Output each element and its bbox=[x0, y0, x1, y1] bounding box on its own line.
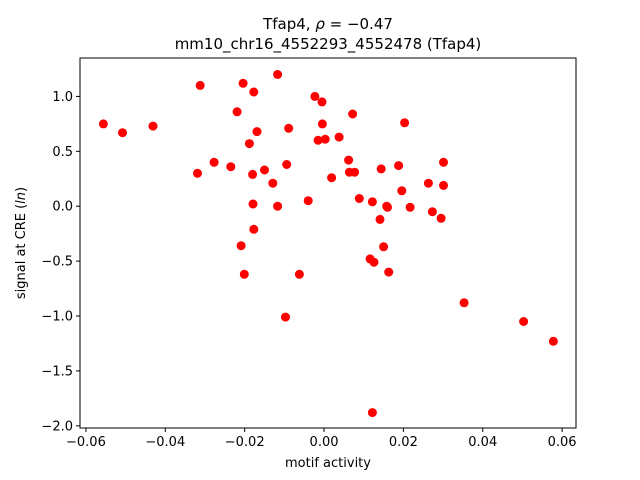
data-point-44 bbox=[383, 202, 392, 212]
x-tick-label: 0.06 bbox=[548, 435, 577, 450]
data-point-32 bbox=[348, 109, 358, 119]
data-point-55 bbox=[436, 213, 446, 223]
chart-title-line1: Tfap4, ρ = −0.47 bbox=[262, 15, 393, 33]
y-tick-label: 0.0 bbox=[52, 200, 73, 215]
data-point-5 bbox=[209, 157, 219, 167]
x-axis-label: motif activity bbox=[285, 456, 371, 471]
data-point-18 bbox=[248, 199, 258, 209]
data-point-54 bbox=[427, 207, 437, 217]
x-tick-label: 0.02 bbox=[389, 435, 418, 450]
data-point-23 bbox=[303, 196, 313, 206]
data-point-22 bbox=[239, 269, 249, 279]
data-point-33 bbox=[344, 155, 354, 165]
data-point-29 bbox=[313, 135, 323, 145]
data-point-6 bbox=[226, 162, 236, 172]
data-point-11 bbox=[244, 139, 254, 149]
y-axis-label: signal at CRE (ln) bbox=[14, 187, 29, 299]
x-tick-label: −0.04 bbox=[145, 435, 185, 450]
data-point-1 bbox=[118, 128, 127, 138]
data-point-59 bbox=[367, 408, 377, 418]
y-tick-label: −0.5 bbox=[41, 255, 73, 270]
data-point-9 bbox=[249, 87, 259, 97]
data-point-24 bbox=[294, 269, 304, 279]
x-tick-label: 0.04 bbox=[468, 435, 497, 450]
x-tick-label: −0.02 bbox=[225, 435, 265, 450]
y-label-prefix: signal at CRE ( bbox=[14, 204, 29, 299]
x-axis-ticks: −0.06 −0.04 −0.02 0.00 0.02 0.04 0.06 bbox=[66, 428, 577, 450]
data-point-38 bbox=[367, 197, 377, 207]
y-tick-label: −1.5 bbox=[41, 364, 73, 379]
data-point-42 bbox=[397, 186, 407, 196]
data-point-50 bbox=[384, 267, 394, 277]
data-point-41 bbox=[400, 118, 410, 128]
y-axis-ticks: −2.0 −1.5 −1.0 −0.5 0.0 0.5 1.0 bbox=[41, 90, 80, 434]
title-rho: ρ bbox=[315, 15, 325, 33]
chart-title-line2: mm10_chr16_4552293_4552478 (Tfap4) bbox=[175, 35, 482, 54]
data-point-16 bbox=[284, 123, 294, 133]
data-point-58 bbox=[548, 336, 558, 346]
data-point-57 bbox=[519, 317, 529, 326]
data-point-3 bbox=[195, 80, 205, 90]
data-point-12 bbox=[252, 127, 262, 137]
data-point-56 bbox=[459, 298, 469, 308]
data-point-52 bbox=[439, 157, 448, 167]
x-tick-label: −0.06 bbox=[66, 435, 106, 450]
data-point-39 bbox=[376, 164, 386, 174]
data-points bbox=[98, 70, 558, 418]
data-point-40 bbox=[394, 161, 404, 171]
data-point-27 bbox=[317, 97, 327, 107]
data-point-51 bbox=[423, 178, 433, 188]
data-point-46 bbox=[405, 202, 415, 212]
data-point-10 bbox=[273, 70, 283, 79]
data-point-28 bbox=[317, 119, 327, 129]
data-point-45 bbox=[375, 214, 385, 224]
data-point-21 bbox=[236, 241, 246, 251]
data-point-8 bbox=[238, 78, 248, 88]
y-tick-label: −1.0 bbox=[41, 310, 73, 325]
title-prefix: Tfap4, bbox=[262, 15, 315, 33]
data-point-7 bbox=[232, 107, 242, 117]
plot-frame bbox=[79, 57, 577, 429]
data-point-37 bbox=[354, 194, 364, 203]
data-point-53 bbox=[439, 180, 448, 190]
data-point-35 bbox=[350, 167, 360, 177]
data-point-36 bbox=[327, 173, 337, 183]
x-tick-label: 0.00 bbox=[310, 435, 339, 450]
y-tick-label: −2.0 bbox=[41, 419, 73, 434]
data-point-19 bbox=[273, 201, 283, 211]
data-point-30 bbox=[320, 134, 330, 144]
data-point-20 bbox=[249, 224, 259, 234]
data-point-49 bbox=[369, 257, 379, 267]
data-point-31 bbox=[334, 132, 344, 142]
data-point-25 bbox=[281, 312, 290, 322]
data-point-17 bbox=[282, 160, 292, 169]
y-tick-label: 0.5 bbox=[52, 145, 73, 160]
data-point-4 bbox=[193, 168, 202, 178]
y-label-math: ln bbox=[14, 192, 29, 204]
data-point-14 bbox=[260, 165, 269, 175]
title-rho-value: = −0.47 bbox=[325, 15, 393, 33]
data-point-2 bbox=[148, 121, 158, 131]
y-label-suffix: ) bbox=[14, 187, 29, 192]
data-point-47 bbox=[379, 242, 389, 252]
y-tick-label: 1.0 bbox=[52, 90, 73, 105]
data-point-13 bbox=[248, 169, 258, 179]
data-point-15 bbox=[268, 178, 278, 188]
data-point-0 bbox=[98, 119, 108, 129]
data-point-26 bbox=[310, 91, 320, 101]
